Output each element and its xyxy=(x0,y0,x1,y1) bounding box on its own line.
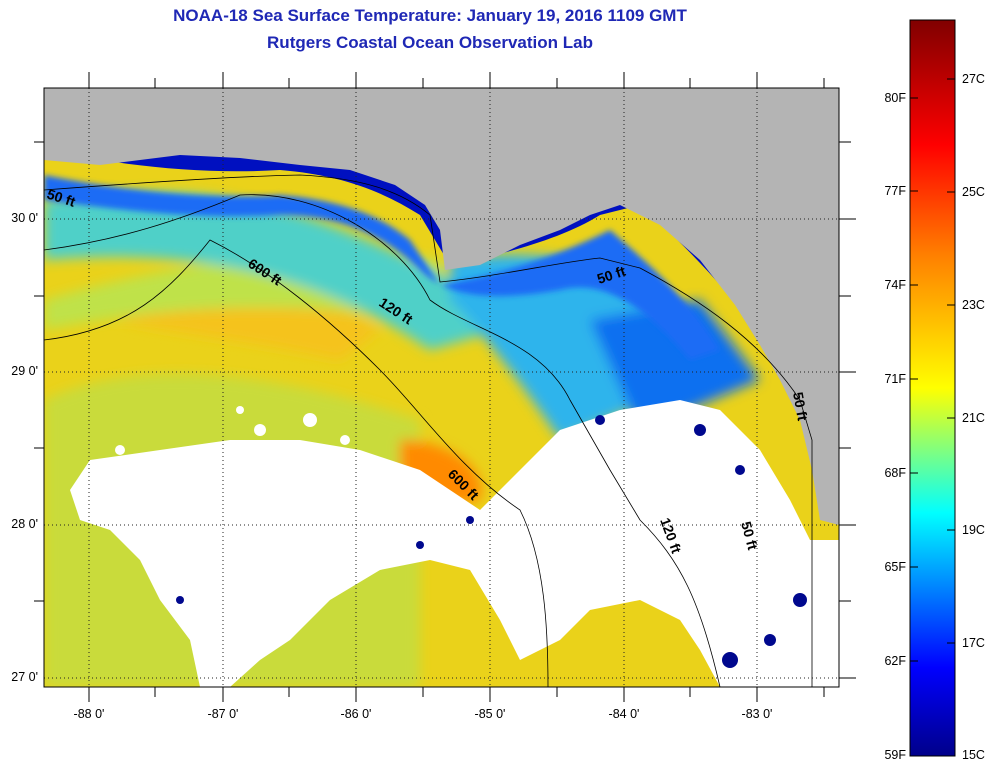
colorbar-f-65: 65F xyxy=(884,560,906,574)
lon-label-83: -83 0' xyxy=(741,707,773,721)
colorbar-c-21: 21C xyxy=(962,411,985,425)
lon-label-86: -86 0' xyxy=(340,707,372,721)
coastal-mid-band xyxy=(44,175,720,360)
colorbar-c-15: 15C xyxy=(962,748,985,762)
lat-label-30: 30 0' xyxy=(11,211,38,225)
colorbar-f-74: 74F xyxy=(884,278,906,292)
contour-120ft-line xyxy=(44,194,721,687)
contour-600ft-line xyxy=(44,239,549,687)
graticule xyxy=(44,88,839,687)
contour-50ft-line xyxy=(44,174,813,687)
cloud-speckle xyxy=(115,406,378,488)
colorbar-f-62: 62F xyxy=(884,654,906,668)
land-mass xyxy=(44,88,839,525)
lat-label-28: 28 0' xyxy=(11,517,38,531)
colorbar-f-80: 80F xyxy=(884,91,906,105)
colorbar-c-19: 19C xyxy=(962,523,985,537)
cloud-mask xyxy=(70,400,839,687)
colorbar-gradient xyxy=(909,19,956,757)
cold-speckle xyxy=(176,415,807,668)
axis-ticks xyxy=(34,72,856,702)
colorbar-c-27: 27C xyxy=(962,72,985,86)
lon-label-87: -87 0' xyxy=(207,707,239,721)
contour-label-50ft-d: 50 ft xyxy=(790,391,811,422)
lon-label-88: -88 0' xyxy=(73,707,105,721)
map-frame xyxy=(43,87,840,688)
colorbar-f-71: 71F xyxy=(884,372,906,386)
colorbar-ticks xyxy=(910,78,955,662)
lat-label-27: 27 0' xyxy=(11,670,38,684)
lat-label-29: 29 0' xyxy=(11,364,38,378)
lon-label-85: -85 0' xyxy=(474,707,506,721)
colorbar-c-17: 17C xyxy=(962,636,985,650)
contour-label-50ft-c: 50 ft xyxy=(738,520,761,552)
map-subtitle: Rutgers Coastal Ocean Observation Lab xyxy=(267,33,593,52)
colorbar-f-77: 77F xyxy=(884,184,906,198)
lon-label-84: -84 0' xyxy=(608,707,640,721)
colorbar-f-68: 68F xyxy=(884,466,906,480)
colorbar-f-59: 59F xyxy=(884,748,906,762)
colorbar-c-25: 25C xyxy=(962,185,985,199)
map-title: NOAA-18 Sea Surface Temperature: January… xyxy=(173,6,687,25)
colorbar-c-23: 23C xyxy=(962,298,985,312)
